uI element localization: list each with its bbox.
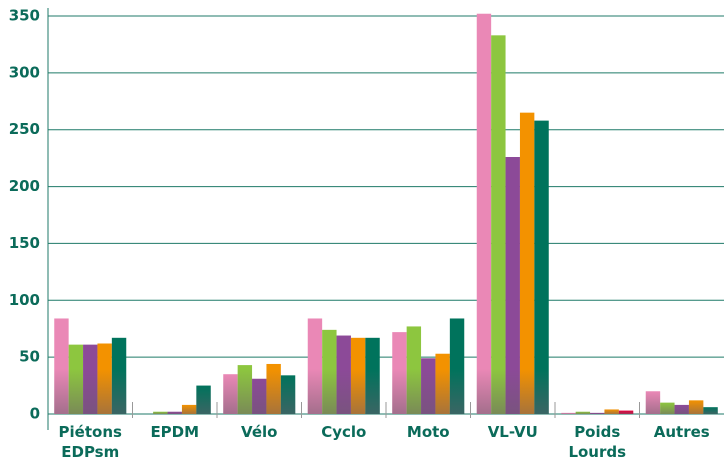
bar-shade (307, 369, 323, 414)
x-tick-label: VL-VU (488, 423, 538, 441)
x-tick-label-line: VL-VU (488, 423, 538, 441)
bar-shade (252, 378, 267, 414)
bar-shade (476, 369, 492, 414)
bar-shade (604, 409, 619, 414)
x-tick-label-line: Moto (407, 423, 450, 441)
bar-shade (350, 369, 366, 414)
x-tick-label-line: Piétons (59, 423, 122, 441)
y-tick-label: 300 (9, 63, 40, 81)
bar-shade (406, 369, 422, 414)
x-tick-label: Moto (407, 423, 450, 441)
bar-shade (336, 369, 351, 414)
bar-shade (674, 404, 689, 414)
bar-shade (68, 369, 84, 414)
bar (491, 35, 506, 415)
x-tick-label-line: EPDM (150, 423, 199, 441)
y-tick-label: 200 (9, 177, 40, 195)
bar-shade (561, 412, 576, 414)
bar-shade (196, 385, 211, 414)
bar-shade (519, 369, 535, 414)
x-tick-label-line: Vélo (241, 423, 277, 441)
bar-shade (505, 369, 520, 414)
y-tick-label: 350 (9, 7, 40, 25)
bar (519, 112, 535, 415)
bar-shade (660, 402, 675, 414)
x-tick-label-line: Poids (574, 423, 620, 441)
bar-shade (97, 369, 112, 414)
bar-shade (421, 369, 436, 414)
bar-shade (54, 369, 69, 414)
bar-shade (322, 369, 337, 414)
bar-shade (575, 411, 591, 414)
bar-shade (688, 400, 704, 414)
bar-shade (449, 369, 465, 414)
y-tick-label: 150 (9, 234, 40, 252)
bar-shade (365, 369, 380, 414)
bar-shade (223, 374, 238, 414)
bar-shade (181, 404, 197, 414)
x-tick-label: Cyclo (321, 423, 366, 441)
y-tick-label: 0 (30, 405, 40, 423)
bar-shade (111, 369, 127, 414)
bar-shade (280, 375, 296, 414)
y-tick-label: 50 (19, 348, 40, 366)
bar-shade (266, 369, 281, 414)
bar-shade (392, 369, 407, 414)
bar-shade (237, 369, 253, 414)
bar-shade (618, 410, 634, 414)
bar-shade (703, 407, 718, 414)
bar-shade (167, 411, 182, 414)
bar (505, 157, 520, 414)
bar-shade (435, 369, 450, 414)
x-tick-label: Autres (654, 423, 710, 441)
bar-shade (590, 412, 605, 414)
x-tick-label-line: Lourds (568, 443, 626, 460)
x-tick-label: Poids Lourds (568, 423, 626, 460)
x-tick-label: EPDM (150, 423, 199, 441)
bar-shade (83, 369, 98, 414)
bar (476, 13, 492, 415)
y-tick-label: 100 (9, 291, 40, 309)
bar-shade (153, 411, 168, 414)
bar-shade (491, 369, 506, 414)
bar (534, 120, 549, 415)
x-tick-label: Vélo (241, 423, 277, 441)
x-tick-label-line: Autres (654, 423, 710, 441)
x-tick-label: Piétons EDPsm (59, 423, 122, 460)
x-tick-label-line: Cyclo (321, 423, 366, 441)
x-tick-label-line: EDPsm (61, 443, 119, 460)
bar-shade (534, 369, 549, 414)
y-tick-label: 250 (9, 120, 40, 138)
bar-shade (645, 391, 661, 414)
